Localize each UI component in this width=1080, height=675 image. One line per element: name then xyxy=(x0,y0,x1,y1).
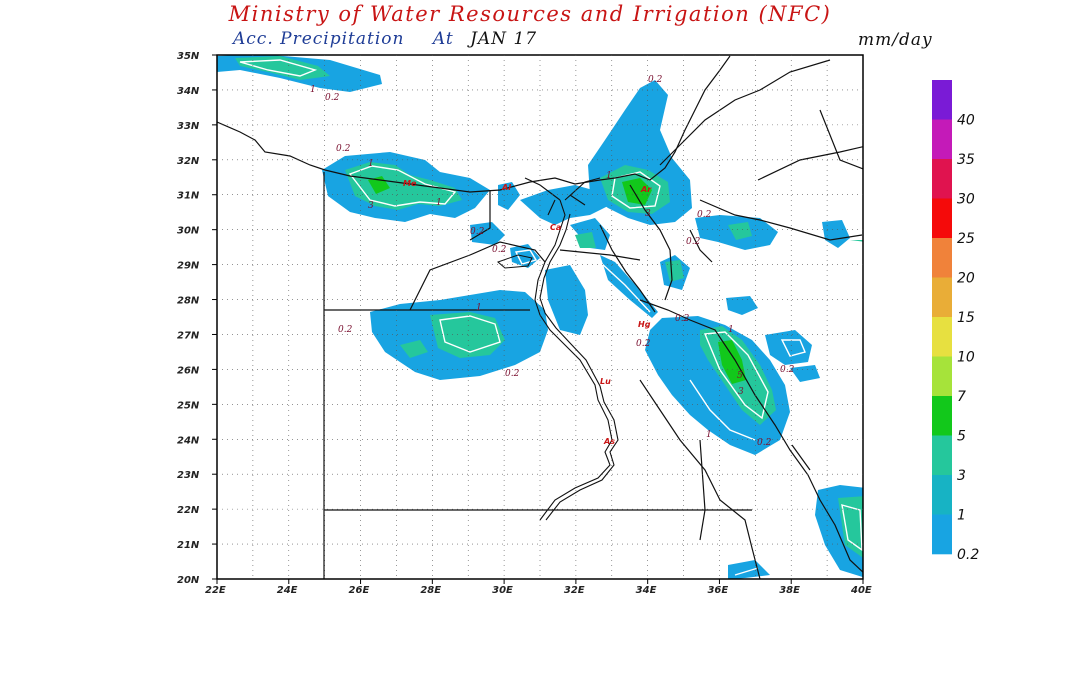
longitude-label: 32E xyxy=(564,585,585,596)
subtitle-label: Acc. Precipitation xyxy=(233,29,405,49)
city-marker: Lu xyxy=(600,377,611,386)
latitude-label: 25N xyxy=(177,400,200,411)
colorbar-swatch xyxy=(932,198,952,239)
colorbar-swatch xyxy=(932,238,952,278)
map-area xyxy=(217,55,863,579)
contour-label: 0.2 xyxy=(470,227,485,237)
contour-label: 1 xyxy=(436,198,442,208)
latitude-label: 33N xyxy=(177,121,200,132)
contour-label: 1 xyxy=(728,325,734,335)
latitude-label: 30N xyxy=(177,226,200,237)
colorbar-label: 1 xyxy=(957,508,966,524)
latitude-label: 26N xyxy=(177,365,200,376)
contour-label: 3 xyxy=(368,201,374,211)
map-title: Ministry of Water Resources and Irrigati… xyxy=(228,2,832,26)
contour-label: 1 xyxy=(706,430,712,440)
longitude-label: 28E xyxy=(420,585,441,596)
contour-label: 0.2 xyxy=(492,245,507,255)
colorbar-label: 15 xyxy=(957,310,975,326)
subtitle-at: At xyxy=(432,29,454,49)
graticule-grid xyxy=(212,54,864,584)
latitude-label: 34N xyxy=(177,86,200,97)
latitude-label: 23N xyxy=(177,470,200,481)
precip-shade-mid xyxy=(235,56,863,558)
longitude-label: 38E xyxy=(779,585,800,596)
contour-label: 0.2 xyxy=(336,144,351,154)
latitude-label: 35N xyxy=(177,51,200,62)
contour-label: 0.2 xyxy=(697,210,712,220)
colorbar-label: 30 xyxy=(957,192,975,208)
contour-label: 0.2 xyxy=(325,93,340,103)
contour-label: 1 xyxy=(606,171,612,181)
city-marker: Ar xyxy=(640,185,652,194)
colorbar-swatch xyxy=(932,396,952,436)
longitude-label: 36E xyxy=(707,585,728,596)
latitude-label: 29N xyxy=(177,261,200,272)
latitude-label: 31N xyxy=(177,191,200,202)
colorbar: 40 35 30 25 20 15 10 7 5 3 1 0.2 xyxy=(932,80,979,563)
latitude-label: 20N xyxy=(177,575,200,586)
contour-label: 3 xyxy=(645,209,651,219)
contour-label: 0.2 xyxy=(636,339,651,349)
latitude-label: 21N xyxy=(177,540,200,551)
contour-label: 1 xyxy=(310,85,316,95)
contour-lines xyxy=(239,59,863,576)
contour-label: 0.2 xyxy=(686,237,701,247)
colorbar-label: 25 xyxy=(957,231,975,247)
colorbar-swatch xyxy=(932,514,952,555)
city-marker: Hg xyxy=(638,320,651,329)
contour-label: 0.2 xyxy=(338,325,353,335)
latitude-label: 27N xyxy=(177,330,200,341)
colorbar-swatch xyxy=(932,435,952,476)
longitude-label: 26E xyxy=(349,585,370,596)
contour-label: 3 xyxy=(738,387,744,397)
colorbar-label: 3 xyxy=(957,468,966,484)
latitude-labels: 35N 34N 33N 32N 31N 30N 29N 28N 27N 26N 25N 24N 23N 2… xyxy=(177,51,200,586)
colorbar-label: 10 xyxy=(957,350,975,366)
colorbar-swatch xyxy=(932,356,952,397)
latitude-label: 28N xyxy=(177,296,200,307)
city-marker: Ca xyxy=(550,223,561,232)
colorbar-swatch xyxy=(932,277,952,318)
longitude-label: 30E xyxy=(492,585,513,596)
longitude-labels: 22E 24E 26E 28E 30E 32E 34E 36E 38E 40E xyxy=(205,585,872,596)
contour-label: 1 xyxy=(476,303,482,313)
colorbar-label: 20 xyxy=(957,271,975,287)
city-marker: As xyxy=(603,437,615,446)
colorbar-label: 35 xyxy=(957,152,975,168)
contour-label: 0.2 xyxy=(505,369,520,379)
latitude-label: 24N xyxy=(177,435,200,446)
units-label: mm/day xyxy=(858,30,933,50)
city-markers: Me Al Ca Ar Hg Lu As xyxy=(403,179,652,446)
colorbar-label: 40 xyxy=(957,113,975,129)
contour-label: 0.2 xyxy=(648,75,663,85)
contour-label: 0.2 xyxy=(757,438,772,448)
city-marker: Al xyxy=(501,183,511,192)
colorbar-swatch xyxy=(932,475,952,515)
map-subtitle: Acc. Precipitation At JAN 17 xyxy=(233,29,537,49)
contour-label: 0.2 xyxy=(780,365,795,375)
contour-value-labels: 0.2 0.2 0.2 0.2 0.2 0.2 0.2 0.2 0.2 0.2 … xyxy=(310,75,795,448)
colorbar-label: 7 xyxy=(957,389,966,405)
colorbar-swatch xyxy=(932,119,952,160)
latitude-label: 32N xyxy=(177,156,200,167)
colorbar-swatch xyxy=(932,159,952,199)
colorbar-label: 0.2 xyxy=(957,547,979,563)
longitude-label: 22E xyxy=(205,585,226,596)
longitude-label: 40E xyxy=(850,585,872,596)
colorbar-swatch xyxy=(932,317,952,357)
longitude-label: 34E xyxy=(636,585,657,596)
contour-label: 0.2 xyxy=(675,314,690,324)
contour-label: 1 xyxy=(368,159,374,169)
city-marker: Me xyxy=(403,179,417,188)
subtitle-date: JAN 17 xyxy=(470,29,538,49)
colorbar-swatch xyxy=(932,80,952,120)
colorbar-label: 5 xyxy=(957,429,966,445)
lake-outline xyxy=(497,254,533,269)
longitude-label: 24E xyxy=(277,585,298,596)
latitude-label: 22N xyxy=(177,505,200,516)
contour-label: 5 xyxy=(737,371,743,381)
boundary-lines xyxy=(217,55,863,579)
